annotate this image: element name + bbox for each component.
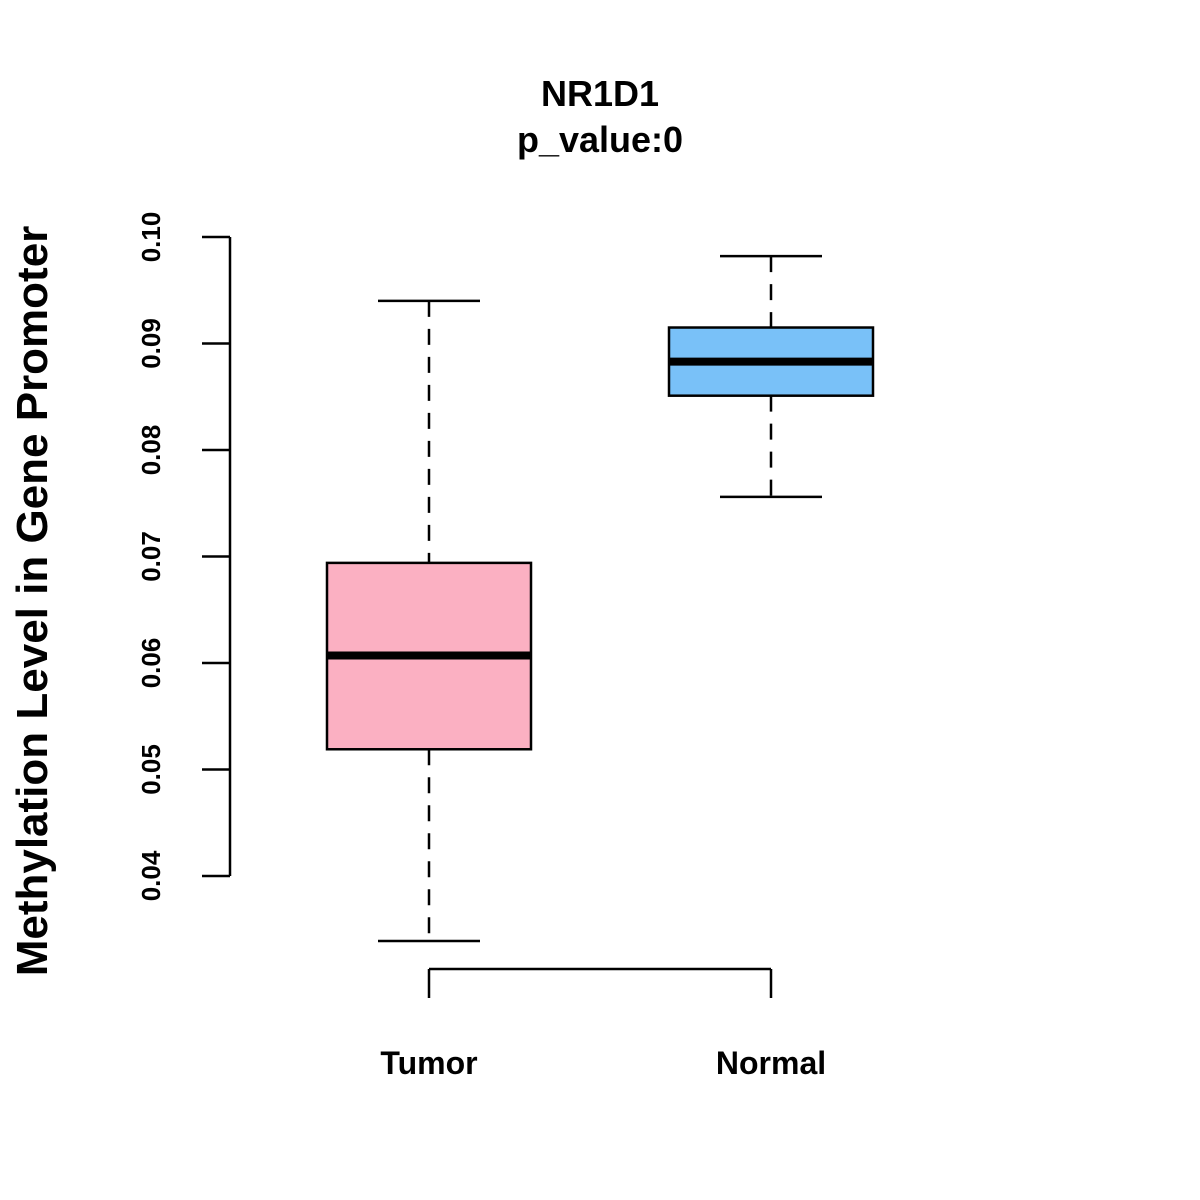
box-normal	[667, 254, 875, 499]
box-tumor	[325, 299, 533, 943]
chart-subtitle: p_value:0	[517, 119, 683, 160]
y-tick-label: 0.05	[136, 744, 166, 795]
x-tick-label-tumor: Tumor	[380, 1045, 477, 1081]
boxes	[325, 254, 875, 943]
y-axis-label: Methylation Level in Gene Promoter	[8, 226, 57, 977]
y-tick-label: 0.08	[136, 425, 166, 476]
y-tick-label: 0.04	[136, 850, 166, 901]
y-tick-label: 0.07	[136, 531, 166, 582]
y-tick-label: 0.06	[136, 638, 166, 689]
x-tick-label-normal: Normal	[716, 1045, 826, 1081]
y-axis: 0.04 0.05 0.06 0.07 0.08 0.09 0.10	[136, 212, 232, 901]
chart-title: NR1D1	[541, 73, 659, 114]
x-axis: Tumor Normal	[380, 967, 826, 1081]
y-tick-label: 0.10	[136, 212, 166, 263]
y-tick-label: 0.09	[136, 318, 166, 369]
